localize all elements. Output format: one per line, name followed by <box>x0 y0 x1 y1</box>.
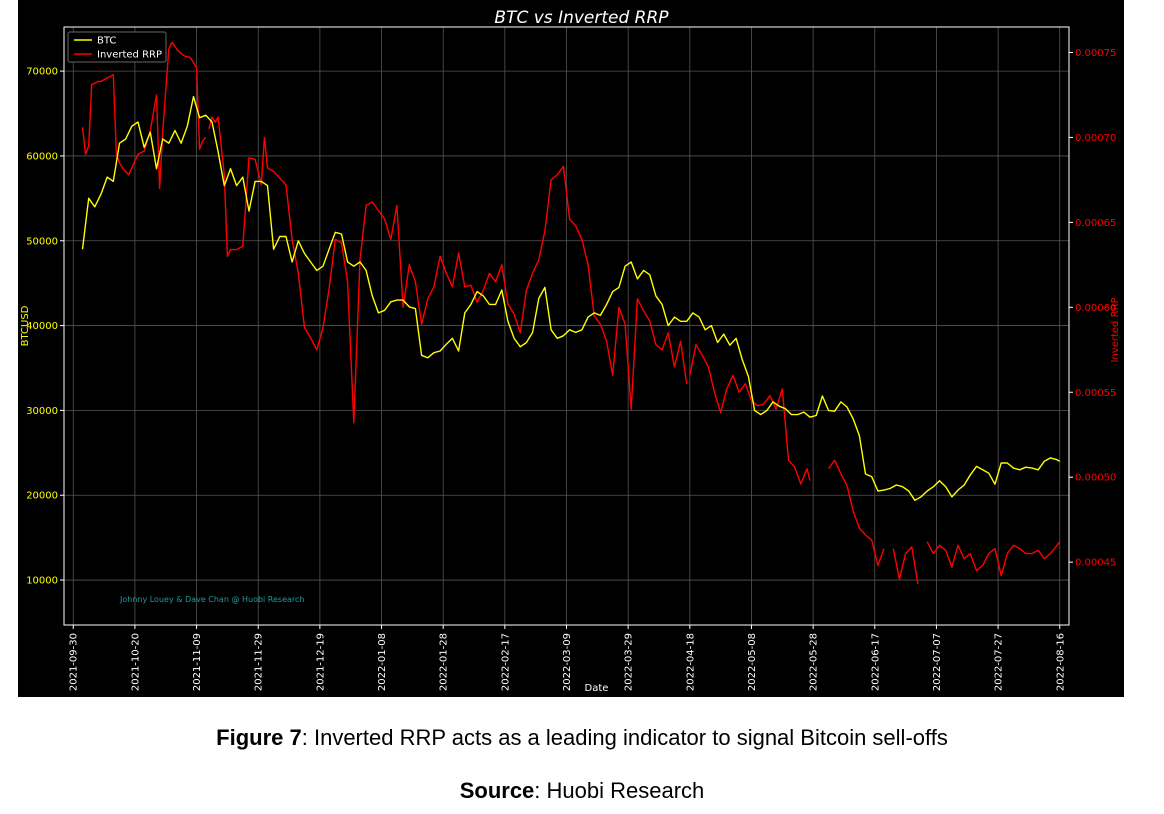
source-text: : Huobi Research <box>534 778 705 803</box>
legend-label-rrp: Inverted RRP <box>97 50 162 61</box>
y-right-axis-label: Inverted RRP <box>1110 298 1121 363</box>
y-left-tick-label: 10000 <box>26 576 58 587</box>
chart-title: BTC vs Inverted RRP <box>494 8 669 28</box>
inverted-rrp-line <box>208 116 688 424</box>
y-left-tick-label: 60000 <box>26 151 58 162</box>
x-tick-label: 2021-11-29 <box>254 633 265 691</box>
y-left-axis-label: BTCUSD <box>20 305 31 346</box>
y-left-tick-label: 30000 <box>26 406 58 417</box>
x-tick-label: 2022-08-16 <box>1055 633 1066 691</box>
x-tick-label: 2022-03-29 <box>624 633 635 691</box>
y-right-tick-label: 0.00055 <box>1075 388 1116 399</box>
y-left-tick-label: 40000 <box>26 321 58 332</box>
x-tick-label: 2022-01-28 <box>439 633 450 691</box>
source-caption: Source: Huobi Research <box>0 778 1164 804</box>
x-tick-label: 2022-02-17 <box>500 633 511 691</box>
x-tick-label: 2021-11-09 <box>192 633 203 691</box>
x-tick-label: 2022-01-08 <box>377 633 388 691</box>
legend-box <box>67 31 167 63</box>
figure-text: : Inverted RRP acts as a leading indicat… <box>301 725 948 750</box>
figure-label: Figure 7 <box>216 725 302 750</box>
y-left-tick-label: 70000 <box>26 67 58 78</box>
x-tick-label: 2022-04-18 <box>685 633 696 691</box>
x-tick-label: 2021-09-30 <box>69 633 80 691</box>
btc-vs-rrp-chart: 10000 20000 30000 40000 50000 60000 70000 0.000… <box>20 8 1121 694</box>
x-axis-label: Date <box>585 683 609 694</box>
x-tick-label: 2022-07-07 <box>932 633 943 691</box>
legend-label-btc: BTC <box>97 36 116 47</box>
y-left-tick-label: 20000 <box>26 491 58 502</box>
x-tick-label: 2022-07-27 <box>994 633 1005 691</box>
y-right-tick-label: 0.00065 <box>1075 218 1116 229</box>
y-right-tick-label: 0.00050 <box>1075 473 1116 484</box>
y-left-tick-label: 50000 <box>26 236 58 247</box>
source-label: Source <box>459 778 535 803</box>
y-right-tick-label: 0.00045 <box>1075 558 1116 569</box>
inverted-rrp-line <box>926 541 1061 577</box>
btc-line <box>81 95 1061 501</box>
x-tick-label: 2022-05-28 <box>809 633 820 691</box>
inverted-rrp-line <box>827 459 885 567</box>
plot-frame <box>63 26 1070 626</box>
chart-annotation: Johnny Louey & Dave Chan @ Huobi Researc… <box>119 595 305 604</box>
x-tick-label: 2021-12-19 <box>315 633 326 691</box>
chart-panel: 10000 20000 30000 40000 50000 60000 70000 0.000… <box>18 0 1124 697</box>
x-tick-label: 2022-06-17 <box>870 633 881 691</box>
x-tick-label: 2022-05-08 <box>747 633 758 691</box>
y-right-tick-label: 0.00070 <box>1075 133 1116 144</box>
x-tick-label: 2022-03-09 <box>562 633 573 691</box>
x-tick-label: 2021-10-20 <box>130 633 141 691</box>
y-right-tick-label: 0.00075 <box>1075 48 1116 59</box>
y-right-tick-label: 0.00060 <box>1075 303 1116 314</box>
inverted-rrp-line <box>81 41 207 190</box>
inverted-rrp-line <box>892 546 919 585</box>
inverted-rrp-line <box>689 344 811 485</box>
figure-caption: Figure 7: Inverted RRP acts as a leading… <box>0 725 1164 751</box>
